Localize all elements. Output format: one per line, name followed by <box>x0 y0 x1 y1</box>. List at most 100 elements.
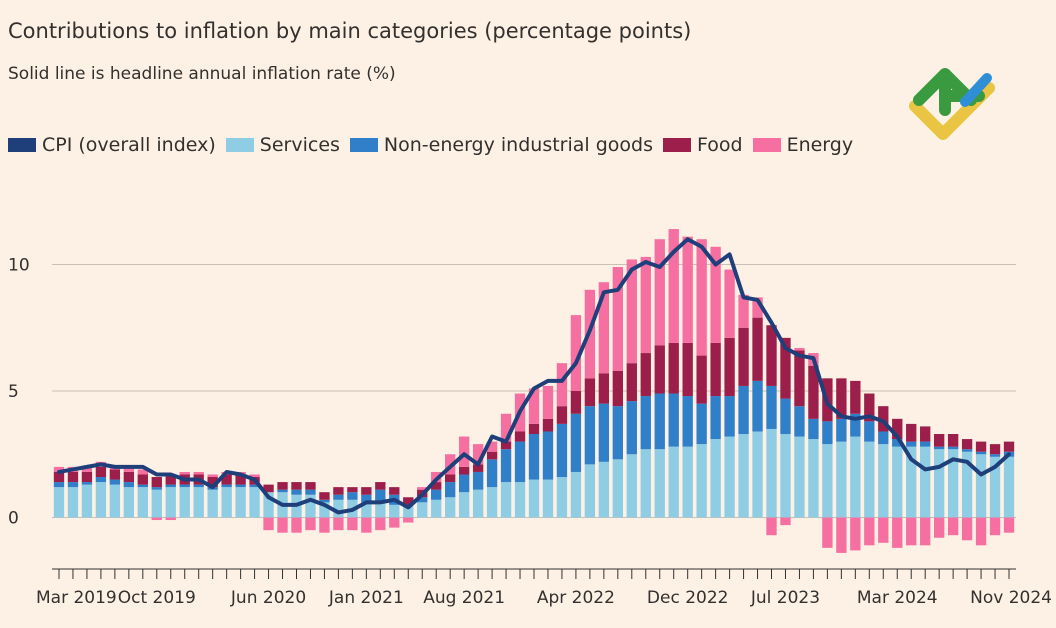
bar-services <box>165 487 176 518</box>
bar-nonenergy <box>305 489 316 495</box>
bar-food <box>389 487 400 495</box>
bar-nonenergy <box>933 446 945 450</box>
bar-nonenergy <box>612 406 623 460</box>
x-tick-label: Aug 2021 <box>423 588 505 608</box>
x-tick-label: Dec 2022 <box>647 588 729 608</box>
bar-services <box>249 487 260 518</box>
bar-nonenergy <box>906 441 917 447</box>
bar-nonenergy <box>347 492 358 500</box>
bar-services <box>933 449 945 518</box>
x-axis: Mar 2019 Oct 2019 Jun 2020 Jan 2021 Aug 2021… <box>36 568 1052 608</box>
bar-nonenergy <box>165 484 176 488</box>
bar-nonenergy <box>67 482 79 488</box>
bar-nonenergy <box>822 421 833 445</box>
bar-services <box>179 487 190 518</box>
bar-energy <box>542 385 554 419</box>
bar-energy <box>696 239 707 356</box>
legend-swatch-services <box>225 138 254 152</box>
bar-energy <box>123 466 135 472</box>
bars <box>53 229 1015 553</box>
bar-food <box>361 487 372 495</box>
bar-food <box>682 342 693 397</box>
bar-energy <box>347 517 358 531</box>
bar-nonenergy <box>947 446 959 450</box>
legend-label-services: Services <box>259 134 340 156</box>
bar-food <box>696 355 707 404</box>
bar-food <box>375 482 386 490</box>
bar-energy <box>500 413 512 442</box>
bar-food <box>640 353 651 397</box>
bar-services <box>375 502 386 518</box>
bar-energy <box>682 236 693 343</box>
bar-nonenergy <box>109 479 121 485</box>
bar-services <box>920 446 931 518</box>
y-tick-label-5: 5 <box>8 382 19 402</box>
bar-food <box>458 466 470 475</box>
bar-food <box>920 426 931 442</box>
legend-label-food: Food <box>697 134 743 156</box>
bar-nonenergy <box>808 418 819 440</box>
bar-energy <box>612 267 623 371</box>
bar-food <box>291 482 302 490</box>
bar-services <box>431 499 442 518</box>
bar-nonenergy <box>472 471 484 490</box>
bar-energy <box>738 294 749 328</box>
legend-item-food: Food <box>663 134 743 156</box>
bar-food <box>53 471 65 483</box>
y-tick-label-10: 10 <box>8 256 30 276</box>
bar-nonenergy <box>458 474 470 493</box>
bar-energy <box>710 246 721 343</box>
bar-nonenergy <box>221 484 232 488</box>
brand-logo-icon <box>909 68 995 140</box>
bar-food <box>947 434 959 447</box>
bar-energy <box>975 517 987 546</box>
x-tick-label: Jul 2023 <box>750 588 820 608</box>
bar-services <box>417 502 428 518</box>
bar-services <box>752 431 763 518</box>
bar-nonenergy <box>375 489 386 503</box>
bar-energy <box>780 517 791 526</box>
bar-food <box>165 474 176 485</box>
bar-food <box>906 423 917 442</box>
bar-energy <box>277 517 288 533</box>
bar-nonenergy <box>137 484 148 488</box>
bar-services <box>445 497 456 518</box>
bar-services <box>556 477 568 518</box>
bar-energy <box>458 436 470 467</box>
bar-services <box>780 434 791 518</box>
bar-energy <box>598 282 610 374</box>
x-tick-label: Mar 2019 <box>36 588 117 608</box>
bar-energy <box>947 517 959 536</box>
bar-nonenergy <box>361 494 372 503</box>
bar-food <box>850 380 861 414</box>
legend-label-nonenergy: Non-energy industrial goods <box>383 134 653 156</box>
bar-nonenergy <box>417 497 428 503</box>
bar-food <box>347 487 358 493</box>
bar-nonenergy <box>961 449 973 452</box>
bar-nonenergy <box>193 484 204 488</box>
bar-nonenergy <box>528 434 540 480</box>
bar-food <box>500 441 512 450</box>
bar-nonenergy <box>514 441 526 483</box>
bar-food <box>668 342 679 394</box>
bar-services <box>961 451 973 518</box>
bar-services <box>892 446 903 518</box>
bar-nonenergy <box>780 398 791 435</box>
bar-services <box>682 446 693 518</box>
x-tick-label: Jan 2021 <box>328 588 404 608</box>
bar-energy <box>892 517 903 548</box>
bar-energy <box>291 517 302 533</box>
x-tick-label: Mar 2024 <box>857 588 938 608</box>
bar-energy <box>319 517 330 533</box>
bar-energy <box>626 259 637 364</box>
bar-food <box>892 418 903 440</box>
bar-services <box>109 484 121 518</box>
legend-item-cpi: CPI (overall index) <box>8 134 216 156</box>
bar-food <box>472 464 484 472</box>
bar-nonenergy <box>668 393 679 447</box>
bar-services <box>626 454 637 518</box>
bar-services <box>333 499 344 518</box>
bar-services <box>361 502 372 518</box>
bar-energy <box>1003 517 1015 533</box>
